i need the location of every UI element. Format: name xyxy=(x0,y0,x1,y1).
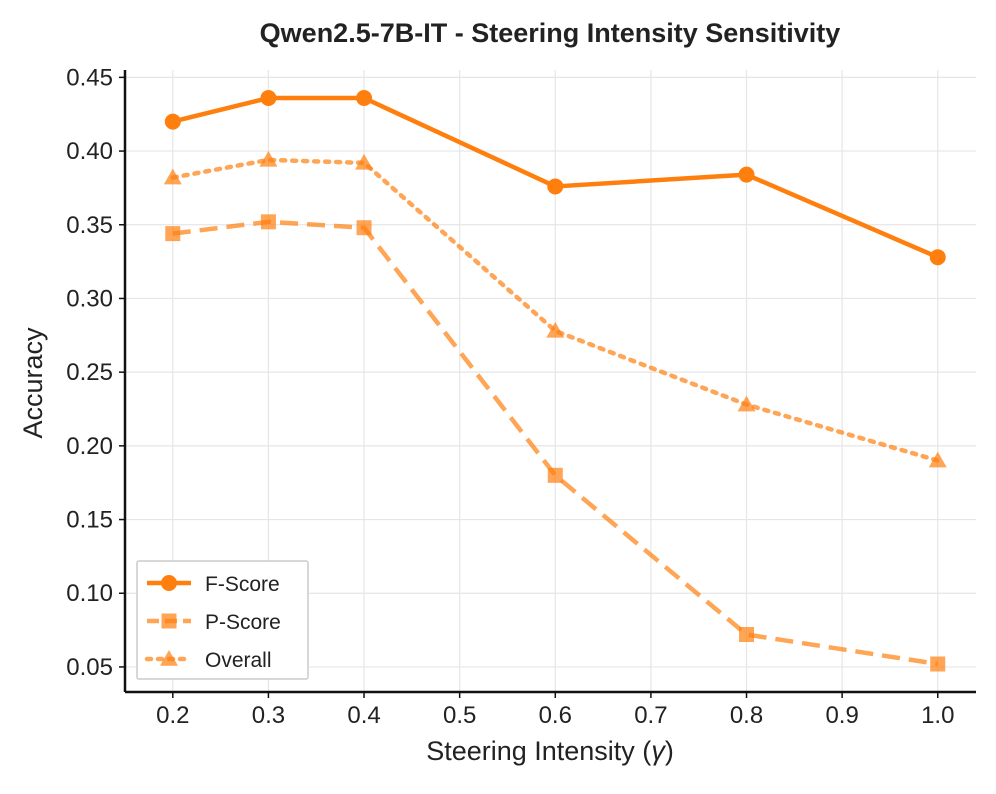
data-point-overall xyxy=(355,153,374,170)
y-tick-label: 0.10 xyxy=(66,580,113,607)
data-point-f-score xyxy=(260,90,277,107)
series-line-overall xyxy=(170,157,941,463)
series xyxy=(163,90,947,672)
x-tick-label: 1.0 xyxy=(921,702,954,729)
y-tick-label: 0.05 xyxy=(66,654,113,681)
x-tick-label: 0.2 xyxy=(156,702,189,729)
data-point-f-score xyxy=(356,90,373,107)
series-p-score xyxy=(165,214,946,672)
data-point-f-score xyxy=(929,249,946,266)
data-point-p-score xyxy=(165,226,181,242)
x-tick-label: 0.3 xyxy=(252,702,285,729)
x-axis-label-text: Steering Intensity ( xyxy=(426,736,651,766)
data-point-f-score xyxy=(547,178,564,195)
series-line-p-score xyxy=(172,219,939,667)
y-tick-label: 0.40 xyxy=(66,138,113,165)
y-tick-label: 0.30 xyxy=(66,285,113,312)
y-tick-label: 0.45 xyxy=(66,64,113,91)
data-point-overall xyxy=(259,150,278,167)
data-point-p-score xyxy=(547,467,563,483)
x-axis-label-symbol: γ xyxy=(651,736,666,766)
data-point-p-score xyxy=(739,627,755,643)
series-line-f-score xyxy=(172,95,939,260)
legend-label-f-score: F-Score xyxy=(205,573,280,596)
x-tick-label: 0.9 xyxy=(825,702,858,729)
series-overall xyxy=(163,150,947,468)
series-f-score xyxy=(164,90,946,266)
data-point-overall xyxy=(928,451,947,468)
data-point-p-score xyxy=(356,220,372,236)
x-axis-label: Steering Intensity (γ) xyxy=(426,736,674,766)
data-point-p-score xyxy=(260,214,276,230)
x-axis-label-end: ) xyxy=(665,736,674,766)
data-point-overall xyxy=(546,321,565,338)
data-point-f-score xyxy=(738,166,755,183)
y-tick-label: 0.15 xyxy=(66,507,113,534)
legend-box xyxy=(136,560,309,680)
x-tick-label: 0.8 xyxy=(730,702,763,729)
data-point-overall xyxy=(163,168,182,185)
legend-marker-overall xyxy=(160,650,178,666)
x-tick-label: 0.4 xyxy=(347,702,380,729)
y-axis-label: Accuracy xyxy=(18,327,48,439)
y-tick-label: 0.35 xyxy=(66,212,113,239)
legend: F-Score P-Score Overall xyxy=(136,560,309,680)
legend-label-overall: Overall xyxy=(205,649,272,672)
axes: 0.2 0.3 0.4 0.5 0.6 0.7 0.8 0.9 1.0 0.05 0.10 0.15 0… xyxy=(66,64,976,729)
data-point-p-score xyxy=(930,656,946,672)
x-tick-label: 0.7 xyxy=(634,702,667,729)
data-point-overall xyxy=(737,395,756,412)
x-tick-label: 0.6 xyxy=(539,702,572,729)
legend-marker-p-score xyxy=(161,613,177,629)
legend-label-p-score: P-Score xyxy=(205,611,281,634)
y-tick-label: 0.20 xyxy=(66,433,113,460)
chart-title: Qwen2.5-7B-IT - Steering Intensity Sensi… xyxy=(260,18,841,48)
y-tick-label: 0.25 xyxy=(66,359,113,386)
data-point-f-score xyxy=(164,113,181,130)
x-tick-label: 0.5 xyxy=(443,702,476,729)
legend-marker-f-score xyxy=(161,575,177,591)
